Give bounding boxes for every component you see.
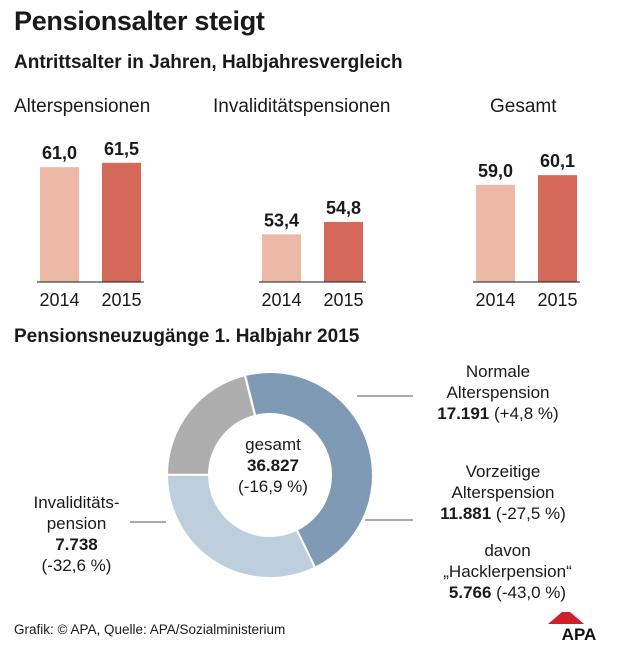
bar-tick-label-0-1: 2015	[101, 290, 141, 310]
donut-center-label: gesamt 36.827 (-16,9 %)	[213, 434, 333, 497]
slice-invaliditaet-value: 7.738	[55, 535, 98, 554]
center-change: (-16,9 %)	[238, 477, 308, 496]
donut-slice-2	[165, 373, 257, 476]
bar-value-label-0-0: 61,0	[42, 143, 77, 163]
bar-2-0	[476, 184, 515, 282]
hackler-line1: davon	[484, 541, 531, 560]
slice-vorzeitige-change: (-27,5 %)	[491, 504, 566, 523]
bar-value-label-2-1: 60,1	[540, 151, 575, 171]
hackler-line2: „Hacklerpension“	[443, 562, 572, 581]
slice-invaliditaet-change: (-32,6 %)	[41, 556, 112, 575]
bar-tick-label-2-0: 2014	[475, 290, 515, 310]
bar-value-label-0-1: 61,5	[104, 139, 139, 159]
slice-vorzeitige-value: 11.881	[440, 504, 492, 523]
apa-logo: APA	[548, 612, 597, 642]
slice-normale-change: (+4,8 %)	[489, 404, 559, 423]
bar-0-0	[40, 167, 79, 282]
center-total: 36.827	[247, 456, 299, 475]
slice-label-invaliditaet: Invaliditäts- pension 7.738 (-32,6 %)	[14, 492, 139, 576]
chart-title: Pensionsalter steigt	[14, 6, 265, 36]
bar-tick-label-1-1: 2015	[323, 290, 363, 310]
hackler-value: 5.766	[448, 583, 492, 602]
donut-slice-1	[166, 473, 317, 579]
bar-1-1	[324, 221, 363, 282]
bar-tick-label-0-0: 2014	[39, 290, 79, 310]
chart-subtitle: Antrittsalter in Jahren, Halbjahresvergl…	[14, 52, 403, 73]
slice-invaliditaet-line1: Invaliditäts-	[33, 493, 120, 512]
slice-normale-value: 17.191	[437, 404, 490, 423]
section2-title: Pensionsneuzugänge 1. Halbjahr 2015	[14, 326, 360, 347]
hackler-note: davon „Hacklerpension“ 5.766 (-43,0 %)	[420, 540, 595, 603]
bar-tick-label-2-1: 2015	[537, 290, 577, 310]
center-line1: gesamt	[245, 435, 301, 454]
slice-normale-line2: Alterspension	[446, 383, 550, 402]
apa-logo-text: APA	[562, 625, 597, 642]
bar-0-1	[102, 162, 141, 282]
bar-tick-label-1-0: 2014	[261, 290, 301, 310]
bar-value-label-1-0: 53,4	[264, 210, 299, 230]
bar-chart-title-1: Invaliditätspensionen	[213, 96, 390, 117]
slice-normale-line1: Normale	[465, 362, 531, 381]
slice-label-normale: Normale Alterspension 17.191 (+4,8 %)	[418, 361, 578, 424]
bar-1-0	[262, 234, 301, 282]
slice-vorzeitige-line2: Alterspension	[451, 483, 555, 502]
bar-chart-title-2: Gesamt	[490, 96, 557, 117]
bar-value-label-2-0: 59,0	[478, 161, 513, 181]
bar-2-1	[538, 175, 577, 282]
slice-label-vorzeitige: Vorzeitige Alterspension 11.881 (-27,5 %…	[418, 461, 588, 524]
apa-logo-roof-icon	[548, 612, 584, 624]
bar-value-label-1-1: 54,8	[326, 198, 361, 218]
source-footer: Grafik: © APA, Quelle: APA/Sozialministe…	[14, 622, 286, 637]
donut-slice-0	[243, 371, 374, 569]
bar-chart-title-0: Alterspensionen	[14, 96, 150, 117]
slice-invaliditaet-line2: pension	[46, 514, 107, 533]
slice-vorzeitige-line1: Vorzeitige	[465, 462, 541, 481]
hackler-change: (-43,0 %)	[491, 583, 567, 602]
